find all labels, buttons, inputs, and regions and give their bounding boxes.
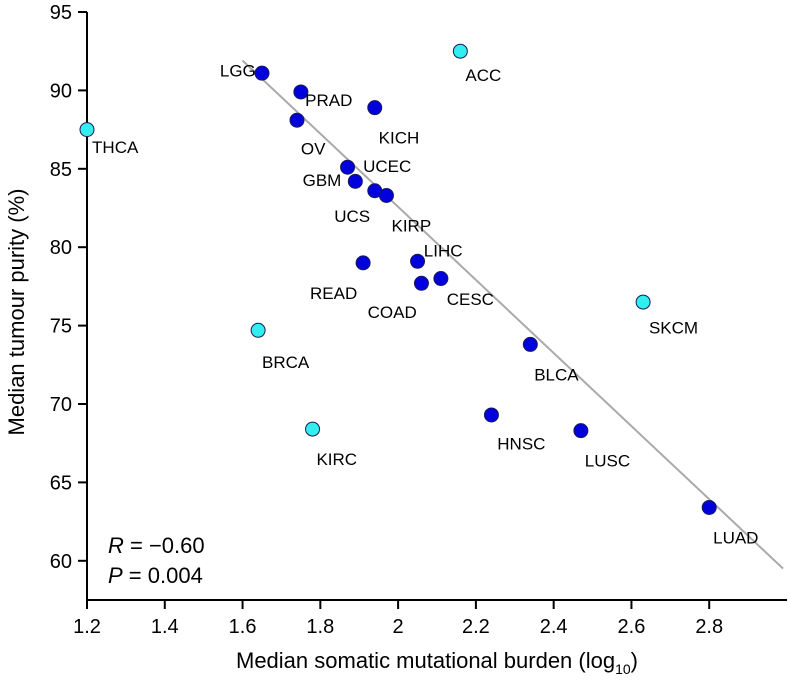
r-statistic: R = −0.60 [108, 533, 205, 558]
point-label-lusc: LUSC [585, 452, 630, 471]
x-tick-label: 2.2 [462, 616, 490, 638]
point-label-ucec: UCEC [363, 157, 411, 176]
data-point-kirp [378, 187, 394, 203]
data-point-cesc [433, 271, 449, 287]
x-tick-label: 1.8 [306, 616, 334, 638]
point-label-thca: THCA [92, 138, 139, 157]
x-ticks: 1.2 1.4 1.6 1.8 2 2.2 2.4 2.6 2.8 [73, 600, 723, 638]
point-label-lihc: LIHC [424, 242, 463, 261]
y-tick-label: 95 [50, 2, 72, 24]
data-point-hnsc [483, 407, 499, 423]
point-label-hnsc: HNSC [497, 434, 545, 453]
data-point-lgg [254, 65, 270, 81]
x-tick-label: 1.6 [229, 616, 257, 638]
x-tick-label: 2.4 [540, 616, 568, 638]
x-axis-title: Median somatic mutational burden (log10) [236, 648, 638, 677]
p-statistic: P = 0.004 [108, 563, 203, 588]
data-point-lusc [573, 423, 589, 439]
data-point-gbm [340, 159, 356, 175]
x-tick-label: 1.2 [73, 616, 101, 638]
point-label-gbm: GBM [303, 171, 342, 190]
regression-line-group [241, 59, 784, 570]
data-point-ucec [347, 173, 363, 189]
point-label-kich: KICH [379, 129, 420, 148]
point-label-kirc: KIRC [316, 450, 357, 469]
y-tick-label: 90 [50, 80, 72, 102]
point-label-coad: COAD [368, 303, 417, 322]
point-label-skcm: SKCM [649, 318, 698, 337]
point-label-read: READ [310, 284, 357, 303]
point-label-cesc: CESC [447, 290, 494, 309]
point-label-kirp: KIRP [392, 217, 432, 236]
x-tick-label: 2.6 [618, 616, 646, 638]
x-tick-label: 2.8 [695, 616, 723, 638]
point-label-ov: OV [301, 140, 326, 159]
point-label-blca: BLCA [534, 365, 579, 384]
data-point-luad [701, 499, 717, 515]
y-tick-label: 85 [50, 159, 72, 181]
y-tick-label: 80 [50, 237, 72, 259]
point-label-luad: LUAD [713, 529, 758, 548]
point-label-lgg: LGG [220, 61, 256, 80]
point-labels: LGG PRAD KICH OV GBM UCEC UCS KIRP READ LIHC COAD C… [92, 61, 758, 547]
data-point-kirc [305, 421, 321, 437]
y-tick-label: 70 [50, 394, 72, 416]
y-tick-label: 60 [50, 551, 72, 573]
data-point-prad [293, 84, 309, 100]
point-label-brca: BRCA [262, 353, 310, 372]
data-point-coad [413, 275, 429, 291]
point-label-acc: ACC [465, 66, 501, 85]
data-points [79, 43, 717, 515]
x-tick-label: 1.4 [151, 616, 179, 638]
y-axis-title: Median tumour purity (%) [4, 189, 29, 436]
y-ticks: 60 65 70 75 80 85 90 95 [50, 2, 87, 573]
data-point-ov [289, 112, 305, 128]
data-point-lihc [410, 253, 426, 269]
data-point-read [355, 255, 371, 271]
data-point-brca [250, 322, 266, 338]
y-tick-label: 75 [50, 316, 72, 338]
data-point-acc [452, 43, 468, 59]
axes [86, 12, 787, 601]
y-tick-label: 65 [50, 472, 72, 494]
data-point-thca [79, 122, 95, 138]
regression-line [241, 59, 784, 570]
x-tick-label: 2 [393, 616, 404, 638]
data-point-skcm [635, 294, 651, 310]
data-point-blca [522, 336, 538, 352]
point-label-prad: PRAD [305, 91, 352, 110]
point-label-ucs: UCS [334, 207, 370, 226]
data-point-kich [367, 100, 383, 116]
